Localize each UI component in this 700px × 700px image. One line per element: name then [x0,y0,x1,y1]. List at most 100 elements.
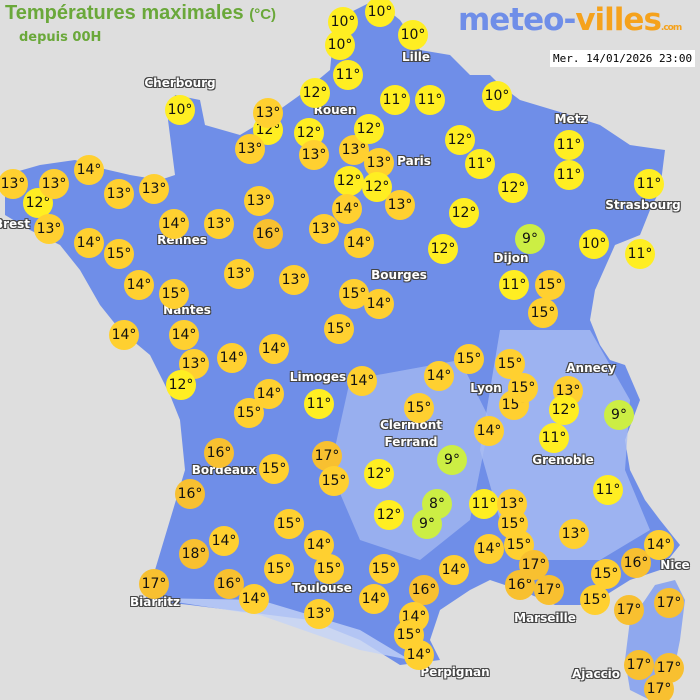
temperature-marker[interactable]: 15° [591,559,621,589]
temperature-marker[interactable]: 14° [74,155,104,185]
temperature-marker[interactable]: 14° [347,366,377,396]
temperature-marker[interactable]: 14° [239,584,269,614]
temperature-marker[interactable]: 14° [404,640,434,670]
temperature-marker[interactable]: 12° [300,78,330,108]
temperature-marker[interactable]: 15° [159,279,189,309]
temperature-marker[interactable]: 14° [254,379,284,409]
temperature-marker[interactable]: 16° [621,548,651,578]
temperature-marker[interactable]: 10° [398,20,428,50]
temperature-marker[interactable]: 13° [224,259,254,289]
temperature-marker[interactable]: 17° [139,569,169,599]
temperature-marker[interactable]: 14° [169,320,199,350]
temperature-marker[interactable]: 13° [559,519,589,549]
temperature-marker[interactable]: 16° [175,479,205,509]
temperature-marker[interactable]: 16° [409,575,439,605]
temperature-marker[interactable]: 12° [445,125,475,155]
temperature-marker[interactable]: 15° [324,314,354,344]
temperature-marker[interactable]: 11° [465,149,495,179]
temperature-marker[interactable]: 11° [304,389,334,419]
temperature-marker[interactable]: 13° [235,134,265,164]
temperature-marker[interactable]: 12° [449,198,479,228]
temperature-marker[interactable]: 10° [325,30,355,60]
temperature-marker[interactable]: 15° [404,393,434,423]
temperature-marker[interactable]: 13° [364,148,394,178]
site-logo[interactable]: meteo-villes.com [458,2,682,38]
temperature-marker[interactable]: 12° [23,188,53,218]
temperature-marker[interactable]: 11° [554,160,584,190]
temperature-marker[interactable]: 15° [580,585,610,615]
temperature-marker[interactable]: 13° [204,209,234,239]
temperature-marker[interactable]: 15° [508,373,538,403]
temperature-marker[interactable]: 11° [539,423,569,453]
temperature-marker[interactable]: 11° [333,60,363,90]
temperature-marker[interactable]: 12° [362,172,392,202]
temperature-marker[interactable]: 11° [415,85,445,115]
temperature-marker[interactable]: 15° [314,554,344,584]
temperature-marker[interactable]: 12° [498,173,528,203]
temperature-marker[interactable]: 14° [124,270,154,300]
temperature-marker[interactable]: 17° [614,595,644,625]
temperature-marker[interactable]: 14° [644,530,674,560]
temperature-marker[interactable]: 13° [34,214,64,244]
temperature-marker[interactable]: 13° [39,169,69,199]
temperature-marker[interactable]: 12° [334,166,364,196]
temperature-marker[interactable]: 11° [469,489,499,519]
temperature-marker[interactable]: 17° [644,674,674,700]
temperature-marker[interactable]: 14° [474,534,504,564]
temperature-marker[interactable]: 11° [625,239,655,269]
temperature-marker[interactable]: 15° [104,239,134,269]
temperature-marker[interactable]: 9° [515,224,545,254]
temperature-marker[interactable]: 14° [439,555,469,585]
temperature-marker[interactable]: 17° [624,650,654,680]
temperature-marker[interactable]: 12° [364,459,394,489]
temperature-marker[interactable]: 14° [359,584,389,614]
temperature-marker[interactable]: 15° [274,509,304,539]
temperature-marker[interactable]: 15° [264,554,294,584]
temperature-marker[interactable]: 14° [304,530,334,560]
temperature-marker[interactable]: 14° [344,228,374,258]
temperature-marker[interactable]: 13° [139,174,169,204]
temperature-marker[interactable]: 14° [259,334,289,364]
temperature-marker[interactable]: 17° [534,575,564,605]
temperature-marker[interactable]: 10° [165,95,195,125]
temperature-marker[interactable]: 9° [437,445,467,475]
temperature-marker[interactable]: 14° [364,289,394,319]
temperature-marker[interactable]: 13° [304,599,334,629]
temperature-marker[interactable]: 16° [204,438,234,468]
temperature-marker[interactable]: 11° [634,169,664,199]
temperature-marker[interactable]: 14° [424,361,454,391]
temperature-marker[interactable]: 10° [482,81,512,111]
temperature-marker[interactable]: 11° [593,475,623,505]
temperature-marker[interactable]: 16° [253,219,283,249]
temperature-marker[interactable]: 17° [654,588,684,618]
temperature-marker[interactable]: 11° [554,130,584,160]
temperature-marker[interactable]: 11° [499,270,529,300]
temperature-marker[interactable]: 14° [332,194,362,224]
temperature-marker[interactable]: 13° [279,265,309,295]
temperature-marker[interactable]: 12° [166,370,196,400]
temperature-marker[interactable]: 15° [259,454,289,484]
temperature-marker[interactable]: 12° [354,114,384,144]
temperature-marker[interactable]: 13° [244,186,274,216]
temperature-marker[interactable]: 13° [385,190,415,220]
temperature-marker[interactable]: 12° [428,234,458,264]
temperature-marker[interactable]: 14° [109,320,139,350]
temperature-marker[interactable]: 15° [528,298,558,328]
temperature-marker[interactable]: 13° [309,214,339,244]
temperature-marker[interactable]: 11° [380,85,410,115]
temperature-marker[interactable]: 14° [159,209,189,239]
temperature-marker[interactable]: 14° [74,228,104,258]
temperature-marker[interactable]: 15° [454,344,484,374]
temperature-marker[interactable]: 12° [549,395,579,425]
temperature-marker[interactable]: 14° [217,343,247,373]
temperature-marker[interactable]: 13° [253,98,283,128]
temperature-marker[interactable]: 14° [474,416,504,446]
temperature-marker[interactable]: 12° [374,500,404,530]
temperature-marker[interactable]: 13° [104,179,134,209]
temperature-marker[interactable]: 14° [209,526,239,556]
temperature-marker[interactable]: 9° [604,400,634,430]
temperature-marker[interactable]: 18° [179,539,209,569]
temperature-marker[interactable]: 13° [0,169,28,199]
temperature-marker[interactable]: 10° [365,0,395,27]
temperature-marker[interactable]: 10° [579,229,609,259]
